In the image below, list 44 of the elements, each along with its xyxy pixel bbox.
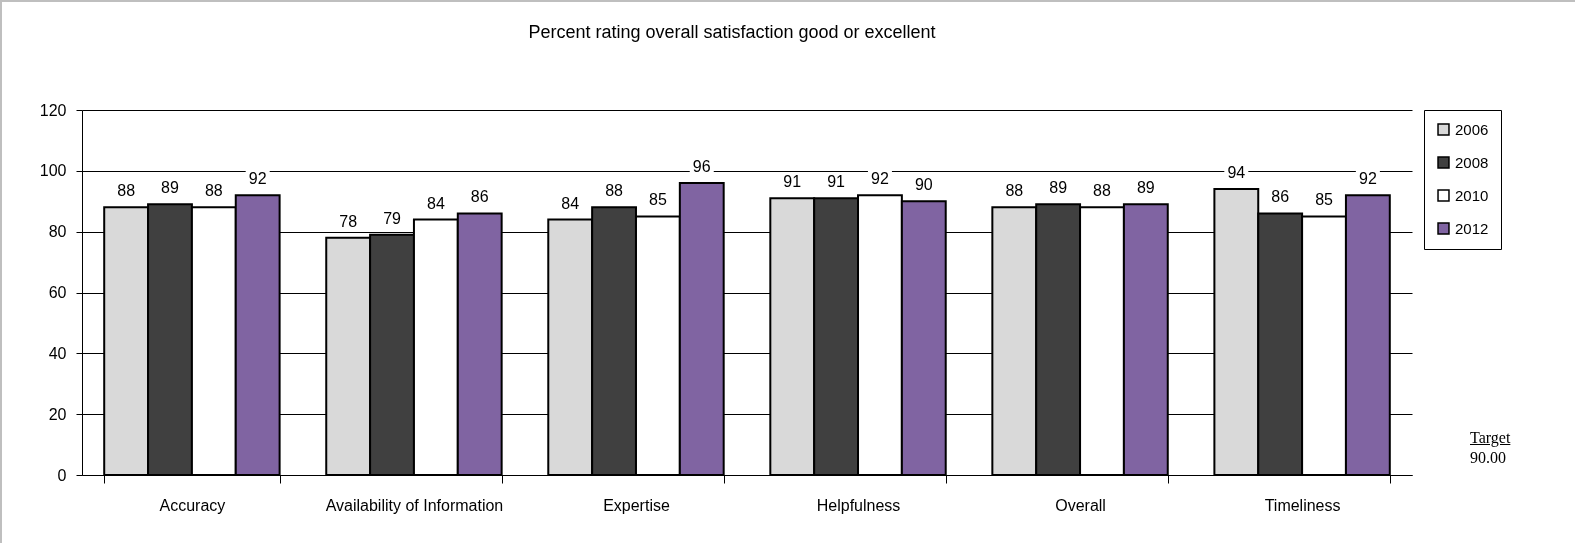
y-tick-label: 100	[39, 162, 67, 180]
legend-label: 2006	[1455, 120, 1489, 138]
legend-label: 2010	[1455, 186, 1489, 204]
data-label: 79	[383, 209, 402, 227]
data-label: 85	[649, 191, 667, 209]
x-tick-label: Helpfulness	[816, 496, 901, 514]
x-tick-label: Overall	[1055, 496, 1106, 514]
x-tick-label: Expertise	[603, 496, 670, 514]
y-tick-label: 20	[48, 405, 67, 423]
data-label: 84	[426, 194, 445, 212]
data-label: 94	[1227, 164, 1246, 182]
data-label: 91	[827, 173, 846, 191]
x-tick-label: Timeliness	[1264, 496, 1341, 514]
data-label: 89	[1136, 179, 1155, 197]
data-label: 88	[1093, 182, 1111, 200]
y-tick-label: 0	[57, 466, 67, 484]
data-label: 88	[605, 182, 624, 200]
data-label: 88	[1005, 182, 1024, 200]
data-label: 92	[1358, 170, 1377, 188]
legend-label: 2008	[1455, 153, 1489, 171]
data-label: 78	[339, 212, 358, 230]
y-tick-label: 120	[39, 101, 67, 119]
data-label: 96	[692, 158, 711, 175]
data-label: 88	[204, 182, 223, 200]
y-tick-label: 80	[48, 223, 67, 241]
data-label: 86	[1271, 188, 1290, 206]
x-tick-label: Accuracy	[159, 496, 226, 514]
data-label: 89	[1049, 179, 1068, 197]
data-label: 84	[561, 194, 580, 212]
data-label: 92	[871, 170, 889, 188]
data-label: 89	[161, 179, 179, 197]
data-label: 92	[248, 170, 267, 188]
x-tick-label: Availability of Information	[325, 496, 504, 514]
chart-title: Percent rating overall satisfaction good or excellent	[528, 22, 936, 42]
legend-label: 2012	[1455, 219, 1489, 237]
data-label: 85	[1315, 191, 1334, 209]
data-label: 88	[117, 182, 136, 200]
y-tick-label: 40	[48, 344, 67, 362]
data-label: 91	[783, 173, 802, 191]
data-label: 86	[470, 188, 489, 206]
data-label: 90	[914, 176, 933, 194]
text: 90.00	[1470, 448, 1507, 468]
y-tick-label: 60	[48, 284, 67, 301]
text: Target	[1470, 428, 1511, 448]
